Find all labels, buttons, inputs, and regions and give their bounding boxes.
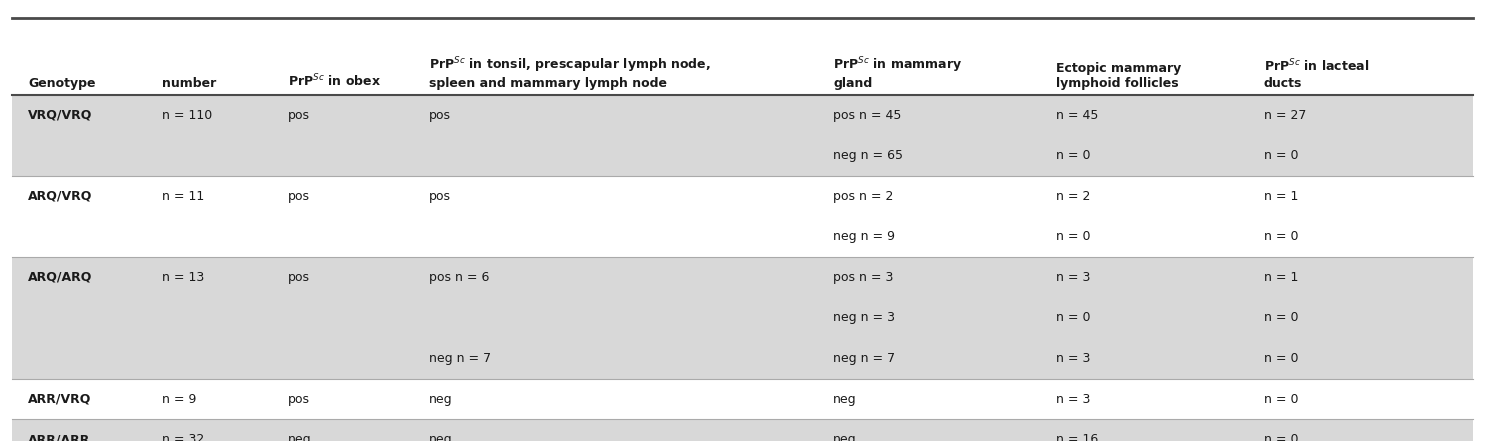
Bar — [12, 176, 1473, 257]
Text: pos: pos — [288, 190, 310, 203]
Text: n = 27: n = 27 — [1264, 108, 1307, 122]
Text: n = 11: n = 11 — [162, 190, 203, 203]
Text: n = 0: n = 0 — [1056, 149, 1090, 162]
Text: n = 0: n = 0 — [1264, 352, 1298, 365]
Text: n = 2: n = 2 — [1056, 190, 1090, 203]
Text: n = 0: n = 0 — [1056, 311, 1090, 325]
Text: VRQ/VRQ: VRQ/VRQ — [28, 108, 92, 122]
Text: neg n = 65: neg n = 65 — [833, 149, 903, 162]
Text: n = 0: n = 0 — [1264, 392, 1298, 406]
Bar — [12, 257, 1473, 379]
Text: neg n = 9: neg n = 9 — [833, 230, 895, 243]
Text: neg: neg — [833, 392, 857, 406]
Text: ARQ/ARQ: ARQ/ARQ — [28, 271, 92, 284]
Text: PrP$^{Sc}$ in obex: PrP$^{Sc}$ in obex — [288, 73, 382, 90]
Text: PrP$^{Sc}$ in lacteal
ducts: PrP$^{Sc}$ in lacteal ducts — [1264, 58, 1369, 90]
Text: n = 3: n = 3 — [1056, 271, 1090, 284]
Text: n = 45: n = 45 — [1056, 108, 1099, 122]
Text: neg n = 7: neg n = 7 — [833, 352, 895, 365]
Text: n = 3: n = 3 — [1056, 392, 1090, 406]
Text: n = 13: n = 13 — [162, 271, 203, 284]
Text: number: number — [162, 77, 217, 90]
Text: Genotype: Genotype — [28, 77, 95, 90]
Text: pos n = 6: pos n = 6 — [429, 271, 490, 284]
Text: pos n = 45: pos n = 45 — [833, 108, 901, 122]
Text: n = 16: n = 16 — [1056, 433, 1097, 441]
Text: PrP$^{Sc}$ in tonsil, prescapular lymph node,
spleen and mammary lymph node: PrP$^{Sc}$ in tonsil, prescapular lymph … — [429, 55, 711, 90]
Text: Ectopic mammary
lymphoid follicles: Ectopic mammary lymphoid follicles — [1056, 62, 1181, 90]
Text: n = 32: n = 32 — [162, 433, 203, 441]
Text: neg: neg — [833, 433, 857, 441]
Bar — [12, 95, 1473, 176]
Text: ARR/VRQ: ARR/VRQ — [28, 392, 92, 406]
Text: pos: pos — [288, 108, 310, 122]
Text: pos n = 2: pos n = 2 — [833, 190, 894, 203]
Text: n = 0: n = 0 — [1264, 433, 1298, 441]
Text: neg: neg — [429, 433, 453, 441]
Text: pos: pos — [288, 271, 310, 284]
Text: n = 0: n = 0 — [1264, 311, 1298, 325]
Text: n = 0: n = 0 — [1264, 230, 1298, 243]
Text: ARQ/VRQ: ARQ/VRQ — [28, 190, 92, 203]
Bar — [12, 419, 1473, 441]
Text: neg n = 3: neg n = 3 — [833, 311, 895, 325]
Text: n = 9: n = 9 — [162, 392, 196, 406]
Text: pos: pos — [429, 190, 451, 203]
Text: n = 0: n = 0 — [1056, 230, 1090, 243]
Text: n = 3: n = 3 — [1056, 352, 1090, 365]
Text: neg: neg — [288, 433, 312, 441]
Text: n = 0: n = 0 — [1264, 149, 1298, 162]
Text: ARR/ARR: ARR/ARR — [28, 433, 91, 441]
Text: neg: neg — [429, 392, 453, 406]
Text: n = 1: n = 1 — [1264, 190, 1298, 203]
Text: pos: pos — [288, 392, 310, 406]
Bar — [12, 379, 1473, 419]
Text: pos: pos — [429, 108, 451, 122]
Text: neg n = 7: neg n = 7 — [429, 352, 492, 365]
Text: pos n = 3: pos n = 3 — [833, 271, 894, 284]
Text: n = 110: n = 110 — [162, 108, 212, 122]
Text: PrP$^{Sc}$ in mammary
gland: PrP$^{Sc}$ in mammary gland — [833, 55, 962, 90]
Bar — [12, 18, 1473, 95]
Text: n = 1: n = 1 — [1264, 271, 1298, 284]
